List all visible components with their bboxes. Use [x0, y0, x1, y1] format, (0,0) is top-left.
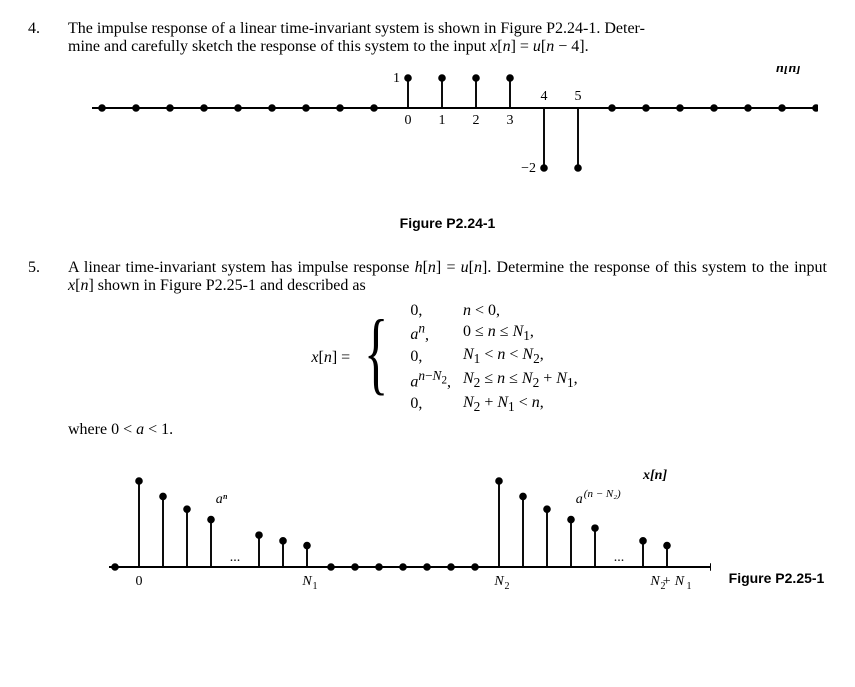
svg-text:1: 1	[686, 581, 691, 592]
piecewise-cond: N2 + N1 < n,	[457, 393, 584, 416]
svg-text:4: 4	[540, 89, 547, 104]
piecewise-cond: 0 ≤ n ≤ N1,	[457, 321, 584, 345]
problem-4: 4. The impulse response of a linear time…	[28, 20, 827, 249]
piecewise-val: an−N2,	[404, 368, 457, 392]
svg-text:...: ...	[613, 550, 624, 565]
figure-caption: Figure P2.24-1	[68, 215, 827, 231]
svg-text:2: 2	[472, 113, 479, 128]
problem-intro: A linear time-invariant system has impul…	[68, 259, 827, 295]
figure-svg: 1−2012345h[n]n	[78, 66, 818, 206]
svg-text:a: a	[575, 493, 582, 508]
svg-text:+ N: + N	[661, 574, 684, 589]
piecewise-cond: N2 ≤ n ≤ N2 + N1,	[457, 368, 584, 392]
piecewise-val: 0,	[404, 393, 457, 416]
svg-text:−2: −2	[521, 161, 536, 176]
figure-caption: Figure P2.25-1	[729, 570, 825, 604]
piecewise-val: 0,	[404, 345, 457, 368]
figure-p2-24-1: 1−2012345h[n]n	[68, 66, 827, 211]
svg-text:0: 0	[135, 574, 142, 589]
figure-p2-25-1-row: ......aⁿa(n − N₂)x[n]0N1N2N2+ N1n Figure…	[68, 439, 827, 604]
svg-text:x[n]: x[n]	[642, 468, 667, 483]
problem-number: 5.	[28, 259, 68, 277]
piecewise-val: 0,	[404, 301, 457, 321]
svg-text:1: 1	[312, 581, 317, 592]
piecewise-definition: x[n] = { 0,n < 0, an,0 ≤ n ≤ N1, 0,N1 < …	[68, 301, 827, 415]
piecewise-cond: N1 < n < N2,	[457, 345, 584, 368]
piecewise-row: an,0 ≤ n ≤ N1,	[404, 321, 583, 345]
where-clause: where 0 < a < 1.	[68, 421, 827, 439]
svg-text:3: 3	[506, 113, 513, 128]
piecewise-row: 0,n < 0,	[404, 301, 583, 321]
problem-5: 5. A linear time-invariant system has im…	[28, 259, 827, 604]
piecewise-table: 0,n < 0, an,0 ≤ n ≤ N1, 0,N1 < n < N2, a…	[404, 301, 583, 415]
problem-body: A linear time-invariant system has impul…	[68, 259, 827, 604]
piecewise-row: an−N2,N2 ≤ n ≤ N2 + N1,	[404, 368, 583, 392]
piecewise-cond: n < 0,	[457, 301, 584, 321]
piecewise-row: 0,N2 + N1 < n,	[404, 393, 583, 416]
piecewise-lhs: x[n] =	[311, 349, 350, 367]
svg-text:h[n]: h[n]	[776, 66, 801, 76]
svg-text:0: 0	[404, 113, 411, 128]
problem-body: The impulse response of a linear time-in…	[68, 20, 827, 249]
svg-text:N: N	[301, 574, 312, 589]
figure-p2-25-1: ......aⁿa(n − N₂)x[n]0N1N2N2+ N1n	[71, 449, 711, 604]
problem-text: The impulse response of a linear time-in…	[68, 20, 827, 56]
piecewise-row: 0,N1 < n < N2,	[404, 345, 583, 368]
svg-text:2: 2	[504, 581, 509, 592]
problem-number: 4.	[28, 20, 68, 38]
brace-icon: {	[364, 317, 388, 387]
svg-text:5: 5	[574, 89, 581, 104]
figure-svg: ......aⁿa(n − N₂)x[n]0N1N2N2+ N1n	[71, 449, 711, 599]
svg-text:1: 1	[393, 71, 400, 86]
svg-text:1: 1	[438, 113, 445, 128]
piecewise-val: an,	[404, 321, 457, 345]
svg-text:...: ...	[229, 550, 240, 565]
svg-text:(n − N₂): (n − N₂)	[583, 489, 620, 501]
svg-text:N: N	[649, 574, 660, 589]
svg-text:aⁿ: aⁿ	[215, 493, 227, 508]
svg-text:N: N	[493, 574, 504, 589]
